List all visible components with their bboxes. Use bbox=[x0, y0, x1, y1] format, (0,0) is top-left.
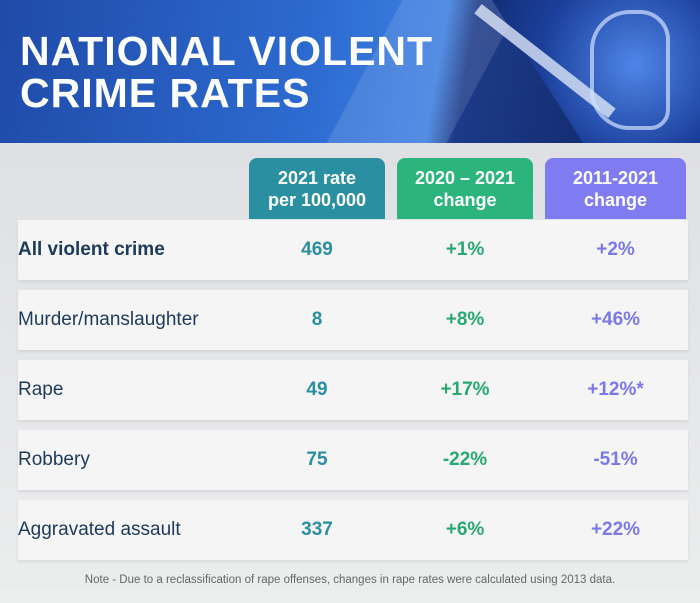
table-row bbox=[18, 220, 688, 280]
header-text: 2020 – 2021 bbox=[414, 167, 516, 188]
change-2011-2021-value: +12%* bbox=[587, 379, 644, 400]
header-text: 2021 rate bbox=[277, 167, 357, 188]
column-header-2011-2021: 2011-2021 change bbox=[545, 158, 686, 219]
row-label: Robbery bbox=[18, 449, 90, 470]
header-text: per 100,000 bbox=[267, 189, 367, 210]
row-label: Murder/manslaughter bbox=[18, 309, 199, 330]
row-label: Rape bbox=[18, 379, 64, 400]
change-2011-2021-value: +22% bbox=[590, 519, 641, 540]
change-2011-2021-value: -51% bbox=[593, 449, 638, 470]
rate-value: 75 bbox=[306, 449, 328, 470]
table-row bbox=[18, 290, 688, 350]
column-header-rate: 2021 rate per 100,000 bbox=[249, 158, 385, 219]
body-outline bbox=[590, 10, 670, 130]
title-line-1: NATIONAL VIOLENT bbox=[20, 28, 434, 74]
change-2020-2021-value: +17% bbox=[440, 379, 490, 400]
title-line-2: CRIME RATES bbox=[20, 70, 311, 116]
rate-value: 337 bbox=[301, 519, 333, 540]
footnote: Note - Due to a reclassification of rape… bbox=[84, 574, 616, 586]
change-2011-2021-value: +2% bbox=[596, 239, 635, 260]
row-label: All violent crime bbox=[18, 239, 165, 260]
page-title: NATIONAL VIOLENT CRIME RATES bbox=[20, 30, 433, 114]
change-2020-2021-value: -22% bbox=[442, 449, 488, 470]
change-2020-2021-value: +8% bbox=[445, 309, 485, 330]
header-text: change bbox=[583, 189, 648, 210]
header-banner: NATIONAL VIOLENT CRIME RATES bbox=[0, 0, 700, 143]
row-label: Aggravated assault bbox=[18, 519, 181, 540]
header-text: 2011-2021 bbox=[572, 167, 659, 188]
change-2020-2021-value: +6% bbox=[445, 519, 485, 540]
table-row bbox=[18, 430, 688, 490]
table-row bbox=[18, 360, 688, 420]
rate-value: 469 bbox=[301, 239, 333, 260]
rate-value: 49 bbox=[306, 379, 328, 400]
change-2011-2021-value: +46% bbox=[590, 309, 641, 330]
table-row bbox=[18, 500, 688, 560]
rate-value: 8 bbox=[311, 309, 323, 330]
change-2020-2021-value: +1% bbox=[445, 239, 485, 260]
header-text: change bbox=[433, 189, 497, 210]
column-header-2020-2021: 2020 – 2021 change bbox=[397, 158, 533, 219]
